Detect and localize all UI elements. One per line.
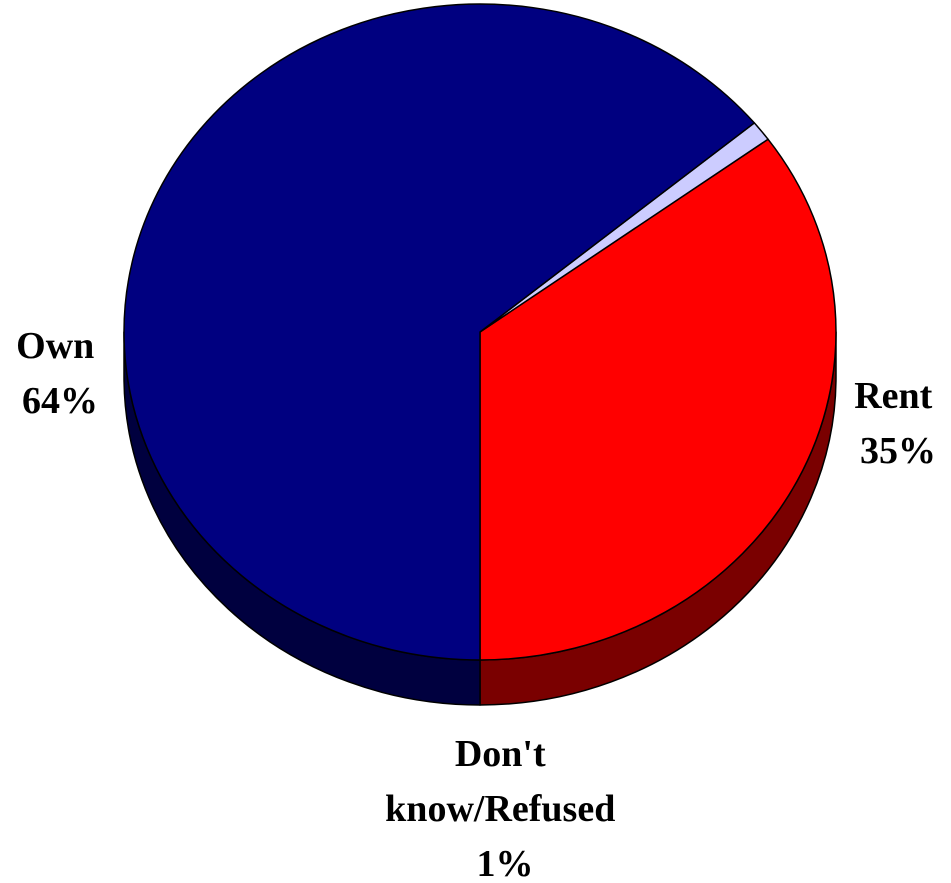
- label-own-value: 64%: [22, 380, 98, 422]
- label-dont-know-line2: know/Refused: [385, 788, 615, 830]
- label-own-name: Own: [16, 325, 94, 367]
- label-dont-know-value: 1%: [477, 843, 534, 883]
- slice-own: [123, 3, 756, 661]
- label-dont-know: Don't know/Refused 1%: [385, 733, 625, 883]
- label-own: Own 64%: [16, 325, 104, 422]
- pie-slices: [123, 3, 837, 661]
- slice-rent: [479, 138, 837, 661]
- label-rent-name: Rent: [854, 375, 932, 417]
- label-dont-know-line1: Don't: [455, 733, 546, 775]
- label-rent: Rent 35%: [854, 375, 942, 472]
- label-rent-value: 35%: [860, 430, 936, 472]
